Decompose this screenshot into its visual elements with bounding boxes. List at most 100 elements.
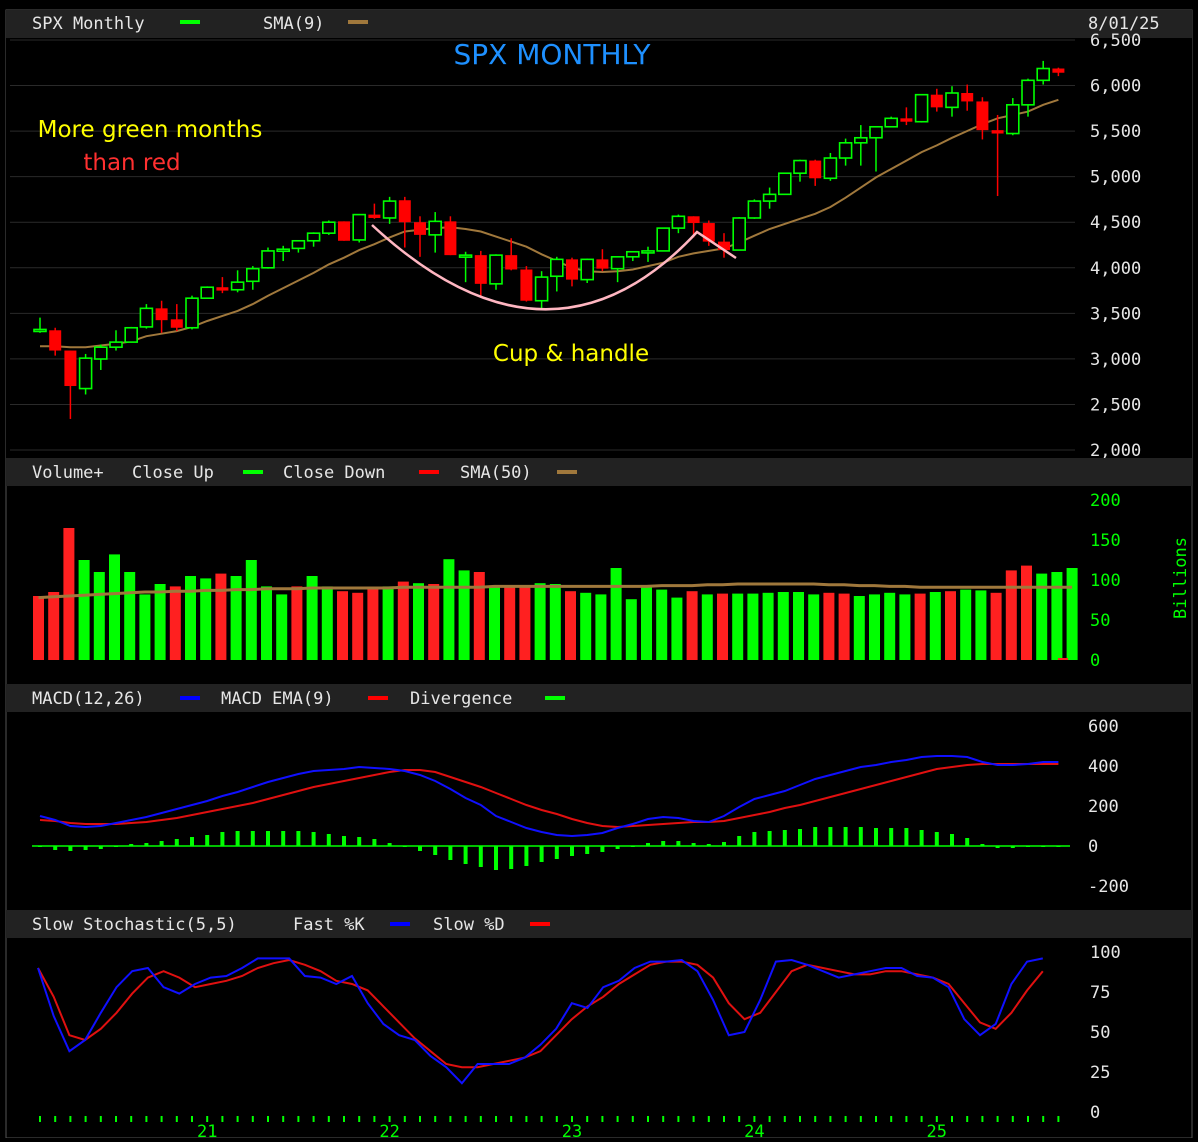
divergence-bar (266, 831, 270, 846)
volume-bar (853, 596, 865, 660)
x-tick-label: 24 (744, 1122, 764, 1138)
candle-body-down (976, 101, 989, 131)
candle-body-up (793, 159, 807, 175)
candle-body-up (777, 172, 792, 196)
candle-body-up (869, 125, 883, 139)
volume-bar (443, 559, 455, 660)
divergence-bar (478, 846, 483, 867)
volume-bar (945, 591, 956, 660)
candle-body-up (610, 256, 625, 270)
volume-bar (747, 593, 759, 660)
annotation-cup-handle: Cup & handle (493, 341, 649, 367)
volume-bar (261, 586, 272, 660)
candle-body-down (49, 330, 62, 351)
volume-bar (245, 560, 257, 660)
macd-line (39, 755, 1059, 838)
candle-body-up (246, 267, 260, 283)
candle-body-down (566, 259, 578, 280)
price-tick-label: 3,000 (1090, 350, 1141, 370)
volume-bar (777, 592, 789, 660)
volume-bar (352, 592, 364, 660)
x-tick-label: 21 (197, 1122, 217, 1138)
candle-body-up (109, 341, 123, 348)
divergence-bar (250, 831, 255, 846)
divergence-bar (524, 846, 529, 866)
volume-bar (595, 594, 607, 660)
macd-ema-line (39, 763, 1059, 829)
slow-d-line (37, 958, 1044, 1069)
divergence-bar (722, 842, 726, 846)
divergence-bar (1026, 846, 1030, 847)
x-tick-label: 25 (927, 1122, 947, 1138)
volume-bar (869, 594, 880, 660)
macd-ema-label: MACD EMA(9) (221, 689, 334, 709)
candle-body-down (398, 200, 411, 223)
candle-body-up (33, 328, 47, 333)
divergence-bar (676, 841, 681, 846)
volume-bar (397, 581, 409, 660)
macd-tick-label: -200 (1088, 877, 1129, 897)
volume-bar (960, 589, 972, 660)
divergence-bar (889, 828, 894, 846)
price-plot-area (6, 38, 1192, 458)
volume-bar (671, 597, 683, 660)
volume-bar (382, 586, 394, 660)
divergence-bar (858, 827, 863, 846)
volume-bar (33, 596, 44, 660)
candle-body-up (534, 276, 549, 302)
candle-body-up (291, 239, 306, 250)
volume-axis-label: Billions (1171, 537, 1191, 619)
candle-body-down (444, 221, 457, 256)
divergence-bar (387, 843, 392, 846)
stochastic-tick-label: 50 (1090, 1023, 1110, 1043)
divergence-bar (995, 846, 1000, 848)
candle-body-up (823, 157, 838, 180)
divergence-bar (782, 830, 787, 846)
divergence-bar (311, 832, 316, 846)
candle-body-up (625, 250, 640, 258)
divergence-bar (646, 843, 650, 846)
price-gridlines (10, 39, 1075, 451)
candle-body-up (139, 307, 154, 328)
volume-bar (230, 576, 242, 660)
volume-bar (154, 584, 166, 660)
price-tick-label: 6,000 (1090, 77, 1141, 97)
divergence-bar (691, 843, 696, 846)
candle-body-up (656, 227, 671, 252)
candle-body-up (762, 193, 777, 202)
candle-body-up (352, 213, 367, 241)
volume-tick-label: 50 (1090, 611, 1110, 631)
divergence-bar (965, 838, 970, 846)
volume-tick-label: 150 (1090, 531, 1121, 551)
candle-body-up (853, 136, 868, 144)
candle-body-up (732, 217, 747, 251)
divergence-bar (1056, 846, 1061, 847)
stochastic-label: Slow Stochastic(5,5) (32, 915, 237, 935)
macd-tick-label: 600 (1088, 717, 1119, 737)
candle-body-down (505, 255, 518, 270)
divergence-bar (570, 846, 574, 856)
volume-bar (641, 586, 652, 660)
candle-body-up (884, 117, 899, 128)
macd-header (6, 684, 1192, 712)
divergence-bar (843, 827, 848, 846)
divergence-bar (418, 846, 422, 851)
volume-bar (63, 528, 75, 660)
sma50-label: SMA(50) (460, 463, 532, 483)
candle-body-up (549, 258, 564, 278)
volume-tick-label: 100 (1090, 571, 1121, 591)
candle-body-down (414, 222, 426, 235)
volume-bar (838, 593, 850, 660)
volume-bar (686, 591, 698, 660)
candle-body-down (474, 255, 487, 284)
price-tick-label: 6,500 (1090, 31, 1141, 51)
candle-body-up (428, 220, 443, 236)
volume-bar (732, 593, 744, 660)
candle-body-up (200, 286, 214, 300)
divergence-bar (159, 841, 164, 846)
volume-tick-label: 0 (1090, 651, 1100, 671)
volume-bar (291, 586, 303, 660)
divergence-bar (919, 830, 924, 846)
candle-body-up (945, 92, 959, 109)
candle-body-down (900, 118, 913, 122)
